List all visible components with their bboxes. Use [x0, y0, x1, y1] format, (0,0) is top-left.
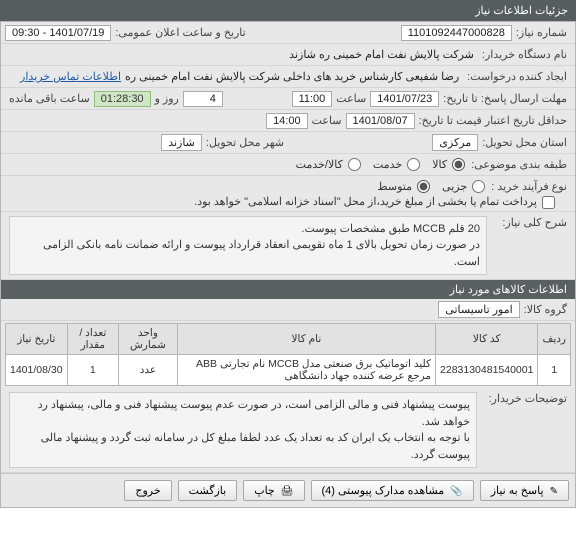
buyer-notes-text: پیوست پیشنهاد فنی و مالی الزامی است، در … [9, 392, 477, 468]
exit-button-label: خروج [135, 485, 160, 497]
print-button-label: چاپ [254, 485, 275, 497]
deadline-days: 4 [183, 91, 223, 107]
countdown: 01:28:30 [94, 91, 151, 107]
back-button-label: بازگشت [189, 485, 227, 497]
radio-gs-label: کالا/خدمت [296, 158, 363, 172]
buyer-device-label: نام دستگاه خریدار: [478, 46, 571, 63]
creator-value: رضا شفیعی کارشناس خرید های داخلی شرکت پا… [121, 68, 463, 85]
reply-button[interactable]: ✎ پاسخ به نیاز [480, 480, 569, 501]
attachment-icon: 📎 [450, 486, 462, 497]
proc-note: پرداخت تمام یا بخشی از مبلغ خرید،از محل … [194, 196, 537, 208]
group-label: گروه کالا: [520, 301, 571, 318]
items-section-title: اطلاعات کالاهای مورد نیاز [1, 280, 575, 299]
radio-small-text: جزیی [442, 181, 467, 193]
td-code: 2283130481540001 [436, 355, 538, 386]
print-button[interactable]: 🖨 چاپ [243, 480, 304, 501]
contact-link[interactable]: اطلاعات تماس خریدار [20, 70, 121, 83]
radio-small-label: جزیی [442, 180, 487, 194]
need-desc-label: شرح کلی نیاز: [491, 214, 571, 231]
checkbox-treasury[interactable] [542, 196, 555, 209]
proc-type-label: نوع فرآیند خرید : [487, 178, 571, 195]
table-row: 1 2283130481540001 کلید اتوماتیک برق صنع… [6, 355, 571, 386]
panel-title: جزئیات اطلاعات نیاز [0, 0, 576, 21]
attachments-button[interactable]: 📎 مشاهده مدارک پیوستی (4) [311, 480, 474, 501]
form-body: شماره نیاز: 1101092447000828 تاریخ و ساع… [0, 21, 576, 508]
deadline-time-label: ساعت [332, 90, 370, 107]
radio-medium-label: متوسط [377, 180, 432, 194]
deadline-day-label: روز و [151, 90, 183, 107]
radio-medium-text: متوسط [377, 181, 412, 193]
min-valid-time-label: ساعت [308, 112, 346, 129]
creator-label: ایجاد کننده درخواست: [463, 68, 571, 85]
need-desc-line2: در صورت زمان تحویل بالای 1 ماه تقویمی ان… [16, 237, 480, 270]
radio-service-text: خدمت [373, 159, 402, 171]
min-valid-time: 14:00 [266, 113, 308, 129]
need-desc-box: 20 قلم MCCB طبق مشخصات پیوست. در صورت زم… [9, 216, 487, 276]
td-date: 1401/08/30 [6, 355, 68, 386]
buyer-notes-label: توضیحات خریدار: [481, 390, 571, 407]
remain-label: ساعت باقی مانده [5, 90, 94, 107]
delivery-city-value: شازند [161, 134, 202, 151]
deadline-time: 11:00 [292, 91, 333, 107]
th-date: تاریخ نیاز [6, 324, 68, 355]
attachments-button-label: مشاهده مدارک پیوستی (4) [322, 485, 445, 497]
delivery-prov-value: مرکزی [432, 134, 478, 151]
radio-goods[interactable] [452, 158, 465, 171]
need-desc-line1: 20 قلم MCCB طبق مشخصات پیوست. [16, 221, 480, 238]
min-valid-label: حداقل تاریخ اعتبار قیمت تا تاریخ: [415, 112, 571, 129]
delivery-prov-label: استان محل تحویل: [478, 134, 571, 151]
td-qty: 1 [67, 355, 118, 386]
group-value: امور تاسیساتی [438, 301, 519, 318]
need-no-value: 1101092447000828 [401, 25, 512, 41]
reply-icon: ✎ [550, 486, 558, 497]
table-header-row: ردیف کد کالا نام کالا واحد شمارش تعداد /… [6, 324, 571, 355]
th-code: کد کالا [436, 324, 538, 355]
radio-gs-text: کالا/خدمت [296, 159, 343, 171]
td-row: 1 [538, 355, 571, 386]
th-name: نام کالا [177, 324, 435, 355]
th-row: ردیف [538, 324, 571, 355]
category-label: طبقه بندی موضوعی: [467, 156, 571, 173]
items-table: ردیف کد کالا نام کالا واحد شمارش تعداد /… [5, 323, 571, 386]
delivery-city-label: شهر محل تحویل: [202, 134, 288, 151]
announce-label: تاریخ و ساعت اعلان عمومی: [111, 24, 249, 41]
back-button[interactable]: بازگشت [178, 480, 238, 501]
deadline-label: مهلت ارسال پاسخ: تا تاریخ: [439, 90, 571, 107]
th-unit: واحد شمارش [119, 324, 178, 355]
radio-gs[interactable] [348, 158, 361, 171]
announce-value: 1401/07/19 - 09:30 [5, 25, 111, 41]
button-bar: ✎ پاسخ به نیاز 📎 مشاهده مدارک پیوستی (4)… [1, 473, 575, 507]
radio-goods-label: کالا [432, 158, 467, 172]
td-name: کلید اتوماتیک برق صنعتی مدل MCCB نام تجا… [177, 355, 435, 386]
td-unit: عدد [119, 355, 178, 386]
proc-note-wrap: پرداخت تمام یا بخشی از مبلغ خرید،از محل … [194, 195, 557, 209]
radio-medium[interactable] [417, 180, 430, 193]
buyer-device-value: شرکت پالایش نفت امام خمینی ره شازند [285, 46, 478, 63]
th-qty: تعداد / مقدار [67, 324, 118, 355]
radio-service-label: خدمت [373, 158, 422, 172]
exit-button[interactable]: خروج [124, 480, 171, 501]
deadline-date: 1401/07/23 [370, 91, 439, 107]
need-no-label: شماره نیاز: [512, 24, 571, 41]
reply-button-label: پاسخ به نیاز [491, 485, 544, 497]
print-icon: 🖨 [281, 486, 294, 497]
radio-goods-text: کالا [432, 159, 447, 171]
radio-service[interactable] [407, 158, 420, 171]
min-valid-date: 1401/08/07 [346, 113, 415, 129]
radio-small[interactable] [472, 180, 485, 193]
